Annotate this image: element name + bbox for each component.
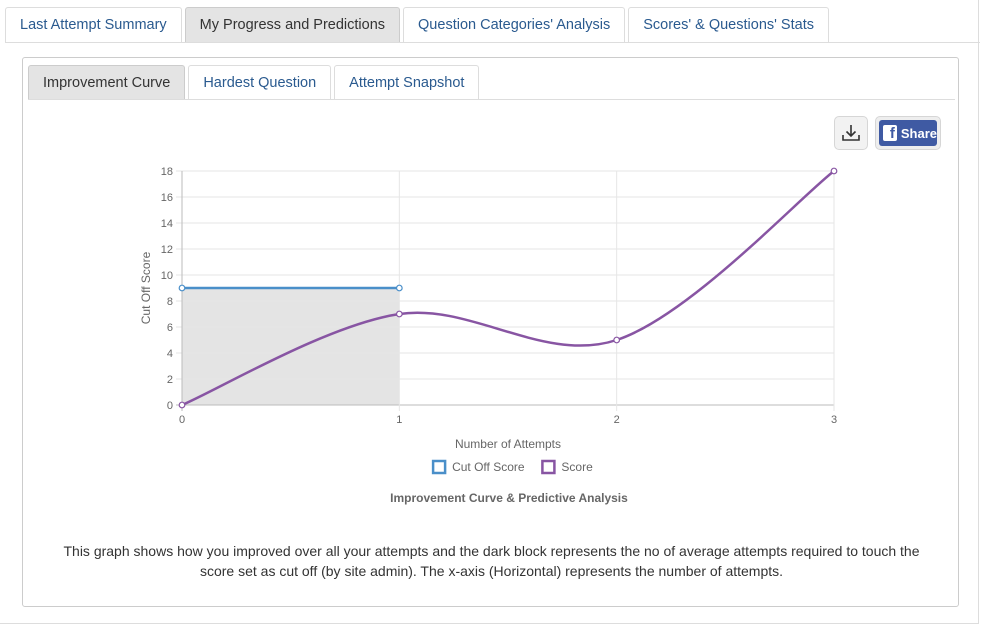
y-tick-label: 10 xyxy=(161,270,173,282)
share-label: Share xyxy=(900,125,937,141)
y-tick-label: 6 xyxy=(167,322,173,334)
y-tick-label: 4 xyxy=(167,348,173,360)
tab-attempt-snapshot[interactable]: Attempt Snapshot xyxy=(334,65,480,100)
x-tick-label: 2 xyxy=(614,414,620,426)
x-tick-label: 0 xyxy=(179,414,185,426)
score-point xyxy=(830,167,838,175)
legend-swatch-cut-off-score xyxy=(431,459,447,475)
x-tick-label: 1 xyxy=(396,414,402,426)
tab-last-attempt-summary[interactable]: Last Attempt Summary xyxy=(5,7,182,43)
download-button[interactable] xyxy=(834,116,868,150)
y-tick-label: 18 xyxy=(161,166,173,178)
cutoff-area xyxy=(182,288,400,405)
cut-off-score-point xyxy=(178,284,186,292)
y-tick-label: 16 xyxy=(161,192,173,204)
tab-hardest-question[interactable]: Hardest Question xyxy=(188,65,332,100)
y-tick-label: 14 xyxy=(161,218,173,230)
y-tick-label: 0 xyxy=(167,400,173,412)
legend-label-cut-off-score: Cut Off Score xyxy=(452,460,525,474)
legend-swatch-score xyxy=(541,459,556,475)
facebook-icon: f xyxy=(883,125,897,141)
tabs-divider xyxy=(5,42,980,43)
share-button-face: f Share xyxy=(879,120,937,146)
facebook-share-button[interactable]: f Share xyxy=(875,116,941,150)
x-tick-label: 3 xyxy=(831,414,837,426)
main-tabs: Last Attempt Summary My Progress and Pre… xyxy=(5,7,832,43)
subtabs-divider xyxy=(28,99,955,100)
cut-off-score-point xyxy=(395,284,403,292)
chart-title: Improvement Curve & Predictive Analysis xyxy=(390,491,628,505)
sub-tabs: Improvement Curve Hardest Question Attem… xyxy=(28,65,482,101)
tab-my-progress-and-predictions[interactable]: My Progress and Predictions xyxy=(184,7,401,43)
tab-scores-questions-stats[interactable]: Scores' & Questions' Stats xyxy=(628,7,829,43)
chart-description: This graph shows how you improved over a… xyxy=(63,543,920,579)
tab-question-categories-analysis[interactable]: Question Categories' Analysis xyxy=(403,7,626,43)
download-icon xyxy=(842,125,860,141)
score-point xyxy=(613,336,621,344)
score-line xyxy=(181,170,835,407)
y-axis-label: Cut Off Score xyxy=(139,251,153,324)
score-point xyxy=(178,401,186,409)
progress-panel: Improvement Curve Hardest Question Attem… xyxy=(22,57,959,607)
y-tick-label: 12 xyxy=(161,244,173,256)
y-tick-label: 8 xyxy=(167,296,173,308)
legend-label-score: Score xyxy=(561,460,593,474)
y-tick-label: 2 xyxy=(167,374,173,386)
tab-improvement-curve[interactable]: Improvement Curve xyxy=(28,65,186,100)
score-point xyxy=(395,310,403,318)
x-axis-label: Number of Attempts xyxy=(455,437,561,451)
